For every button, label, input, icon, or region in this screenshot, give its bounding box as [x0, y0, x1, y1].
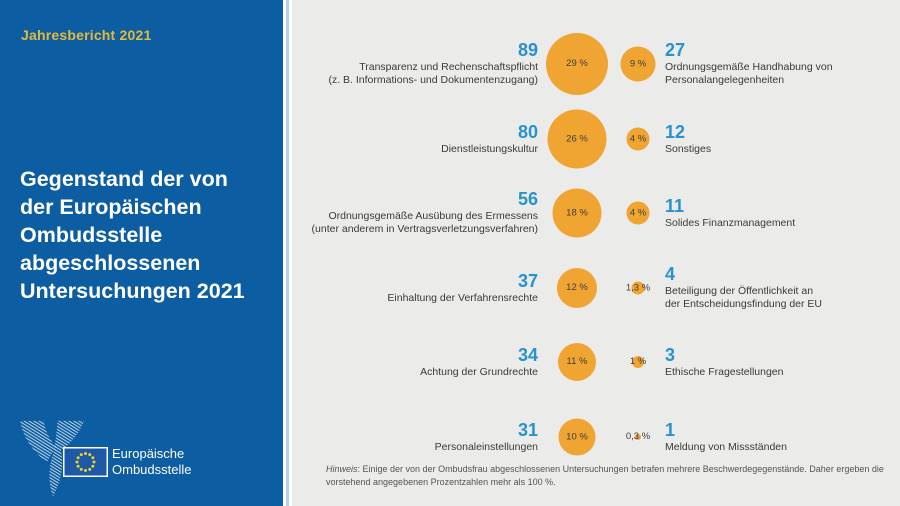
eu-flag-icon — [63, 447, 108, 477]
chart-item-left: 89 Transparenz und Rechenschaftspflicht … — [292, 40, 538, 88]
bubble-percent: 12 % — [566, 282, 588, 294]
item-label: Sonstiges — [665, 142, 712, 155]
bubble-percent: 4 % — [629, 207, 647, 219]
bubble-large: 11 % — [558, 343, 596, 381]
item-label: Ethische Fragestellungen — [665, 365, 784, 378]
chart-row: 34 Achtung der Grundrechte 11 % 1 % 3 Et… — [292, 324, 900, 400]
chart-item-left: 56 Ordnungsgemäße Ausübung des Ermessens… — [292, 189, 538, 237]
bubble-chart: 89 Transparenz und Rechenschaftspflicht … — [292, 0, 900, 506]
footnote: Hinweis: Einige der von der Ombudsfrau a… — [326, 463, 886, 488]
bubble-large: 10 % — [558, 418, 596, 456]
bubble-small: 1 % — [629, 356, 647, 368]
item-count: 27 — [665, 40, 686, 61]
item-label: Achtung der Grundrechte — [420, 365, 538, 378]
chart-item-left: 37 Einhaltung der Verfahrensrechte — [292, 271, 538, 305]
chart-row: 80 Dienstleistungskultur 26 % 4 % 12 Son… — [292, 101, 900, 177]
item-label: Einhaltung der Verfahrensrechte — [387, 291, 538, 304]
left-panel: Jahresbericht 2021 Gegenstand der von de… — [0, 0, 283, 506]
item-count: 31 — [517, 419, 538, 440]
item-label: Ordnungsgemäße Ausübung des Ermessens (u… — [311, 209, 538, 236]
bubble-small: 4 % — [626, 201, 650, 225]
chart-item-left: 31 Personaleinstellungen — [292, 420, 538, 454]
bubble-small: 1,3 % — [626, 281, 650, 295]
chart-item-right: 3 Ethische Fragestellungen — [665, 345, 897, 379]
item-label: Transparenz und Rechenschaftspflicht (z.… — [328, 60, 538, 87]
bubble-percent: 9 % — [629, 58, 647, 70]
org-name-line1: Europäische — [112, 446, 185, 461]
page-title: Gegenstand der von der Europäischen Ombu… — [20, 167, 245, 303]
item-count: 37 — [517, 270, 538, 291]
bubble-percent: 1 % — [629, 356, 647, 368]
item-label: Personaleinstellungen — [434, 440, 538, 453]
chart-item-right: 1 Meldung von Missständen — [665, 420, 897, 454]
item-count: 80 — [517, 121, 538, 142]
bubble-small: 4 % — [626, 127, 650, 151]
bubble-percent: 29 % — [566, 58, 588, 70]
item-label: Ordnungsgemäße Handhabung von Personalan… — [665, 60, 833, 87]
org-name-line2: Ombudsstelle — [112, 462, 192, 477]
chart-item-right: 4 Beteiligung der Öffentlichkeit an der … — [665, 264, 897, 312]
item-label: Dienstleistungskultur — [441, 142, 538, 155]
chart-row: 56 Ordnungsgemäße Ausübung des Ermessens… — [292, 175, 900, 251]
footnote-prefix: Hinweis — [326, 464, 358, 474]
item-count: 1 — [665, 419, 676, 440]
panel-divider — [286, 0, 289, 506]
item-count: 12 — [665, 121, 686, 142]
bubble-percent: 0,3 % — [625, 431, 651, 443]
item-count: 11 — [665, 195, 685, 216]
item-count: 89 — [517, 40, 538, 61]
bubble-large: 29 % — [546, 33, 608, 95]
chart-item-left: 80 Dienstleistungskultur — [292, 122, 538, 156]
bubble-percent: 10 % — [566, 431, 588, 443]
bubble-large: 18 % — [552, 188, 602, 238]
bubble-percent: 4 % — [629, 133, 647, 145]
chart-row: 37 Einhaltung der Verfahrensrechte 12 % … — [292, 250, 900, 326]
item-label: Solides Finanzmanagement — [665, 216, 796, 229]
footnote-text: : Einige der von der Ombudsfrau abgeschl… — [326, 464, 884, 487]
bubble-large: 26 % — [547, 109, 607, 169]
chart-item-right: 27 Ordnungsgemäße Handhabung von Persona… — [665, 40, 897, 88]
chart-row: 89 Transparenz und Rechenschaftspflicht … — [292, 26, 900, 102]
org-name: Europäische Ombudsstelle — [112, 446, 191, 478]
bubble-percent: 11 % — [566, 356, 588, 368]
bubble-percent: 1,3 % — [625, 282, 651, 294]
chart-item-left: 34 Achtung der Grundrechte — [292, 345, 538, 379]
item-count: 34 — [517, 344, 538, 365]
bubble-percent: 26 % — [566, 133, 588, 145]
chart-row: 31 Personaleinstellungen 10 % 0,3 % 1 Me… — [292, 399, 900, 475]
item-label: Beteiligung der Öffentlichkeit an der En… — [665, 284, 823, 311]
bubble-small: 0,3 % — [626, 432, 650, 441]
item-count: 3 — [665, 344, 676, 365]
item-label: Meldung von Missständen — [665, 440, 787, 453]
bubble-percent: 18 % — [566, 207, 588, 219]
report-label: Jahresbericht 2021 — [21, 27, 152, 43]
item-count: 56 — [517, 189, 538, 210]
bubble-large: 12 % — [557, 268, 597, 308]
chart-item-right: 12 Sonstiges — [665, 122, 897, 156]
bubble-small: 9 % — [620, 46, 656, 82]
chart-item-right: 11 Solides Finanzmanagement — [665, 196, 897, 230]
item-count: 4 — [665, 264, 676, 285]
dove-logo-icon — [20, 420, 85, 497]
